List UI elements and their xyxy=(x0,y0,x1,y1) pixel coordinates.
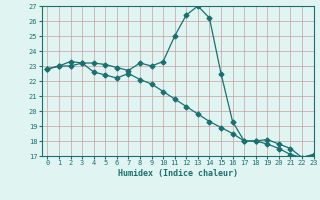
X-axis label: Humidex (Indice chaleur): Humidex (Indice chaleur) xyxy=(118,169,237,178)
